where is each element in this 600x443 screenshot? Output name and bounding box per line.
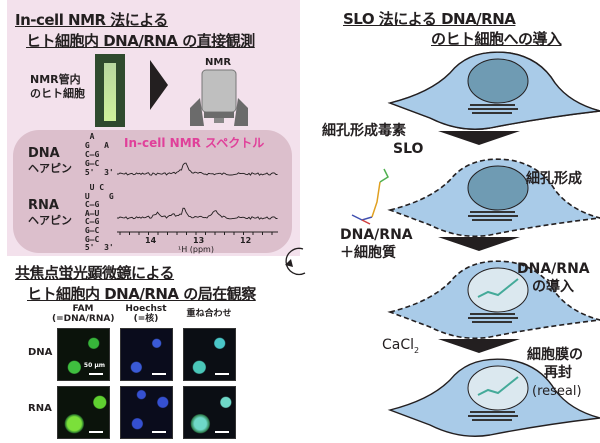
slo-title-line1: SLO 法による DNA/RNA xyxy=(343,10,516,28)
tick-14: 14 xyxy=(145,236,157,245)
dna-spectrum-trace xyxy=(116,162,278,176)
cell-2 xyxy=(389,158,600,238)
nmr-title-line2: ヒト細胞内 DNA/RNA の直接観測 xyxy=(26,32,255,50)
step2-label-line2: ＋細胞質 xyxy=(340,245,396,261)
nmr-label: NMR xyxy=(205,57,232,68)
slo-diagram xyxy=(351,51,600,437)
scale-bar xyxy=(89,373,103,375)
rna-label: RNA xyxy=(28,198,59,213)
dna-rna-structure-icon xyxy=(351,168,389,225)
tube-label: NMR管内 のヒト細胞 xyxy=(30,73,85,100)
arrow-down-1 xyxy=(438,131,520,145)
column-header-hoechst: Hoechst (=核) xyxy=(125,304,167,324)
state3-label-line2: の導入 xyxy=(532,279,574,295)
cell-4 xyxy=(389,358,600,437)
tick-13: 13 xyxy=(193,236,205,245)
state4-label-line1: 細胞膜の xyxy=(527,347,583,363)
axis-ticks xyxy=(119,232,273,235)
nmr-tube-image xyxy=(95,54,125,127)
image-dna-merge xyxy=(183,328,236,381)
image-rna-hoechst xyxy=(120,386,173,439)
microscopy-title-line1: 共焦点蛍光顕微鏡による xyxy=(15,264,175,282)
step3-label: CaCl2 xyxy=(382,337,420,355)
image-dna-hoechst xyxy=(120,328,173,381)
dna-hairpin-sequence: A G A C–G G–C 5' 3' xyxy=(84,132,114,177)
slo-title-line2: のヒト細胞への導入 xyxy=(431,30,562,48)
cell-1 xyxy=(389,51,600,130)
state4-label-line3: (reseal) xyxy=(532,384,582,399)
cell-3 xyxy=(389,260,600,340)
arrow-right-icon xyxy=(150,60,168,110)
state3-label-line1: DNA/RNA xyxy=(517,261,590,277)
row-label-dna: DNA xyxy=(28,347,53,358)
nmr-title-line1: In-cell NMR 法による xyxy=(15,11,168,29)
rna-hairpin-sequence: U C U G C–G A–U C–G G–C G–C 5' 3' xyxy=(84,183,114,253)
rna-spectrum-trace xyxy=(116,207,278,220)
axis-label: ¹H (ppm) xyxy=(178,245,214,254)
row-label-rna: RNA xyxy=(28,403,52,414)
arrow-down-2 xyxy=(438,237,520,251)
spectrum-title: In-cell NMR スペクトル xyxy=(124,136,265,150)
cycle-arrow-icon xyxy=(285,247,306,276)
state4-label-line2: 再封 xyxy=(544,365,572,381)
step2-label-line1: DNA/RNA xyxy=(340,227,413,243)
image-rna-merge xyxy=(183,386,236,439)
image-dna-fam: 50 µm xyxy=(57,328,110,381)
step1-label-line1: 細孔形成毒素 xyxy=(322,123,406,139)
nmr-spectra xyxy=(116,162,278,235)
nmr-magnet-icon xyxy=(190,69,248,126)
rna-sub-label: ヘアピン xyxy=(28,214,72,227)
image-rna-fam xyxy=(57,386,110,439)
dna-label: DNA xyxy=(28,146,60,161)
cells xyxy=(389,51,600,437)
column-header-fam: FAM (=DNA/RNA) xyxy=(52,304,115,324)
tick-12: 12 xyxy=(240,236,252,245)
dna-sub-label: ヘアピン xyxy=(28,162,72,175)
arrow-down-3 xyxy=(438,339,520,353)
microscopy-title-line2: ヒト細胞内 DNA/RNA の局在観察 xyxy=(27,285,256,303)
column-header-merge: 重ね合わせ xyxy=(186,309,232,319)
step1-label-line2: SLO xyxy=(393,141,424,157)
state2-label: 細孔形成 xyxy=(526,171,582,187)
